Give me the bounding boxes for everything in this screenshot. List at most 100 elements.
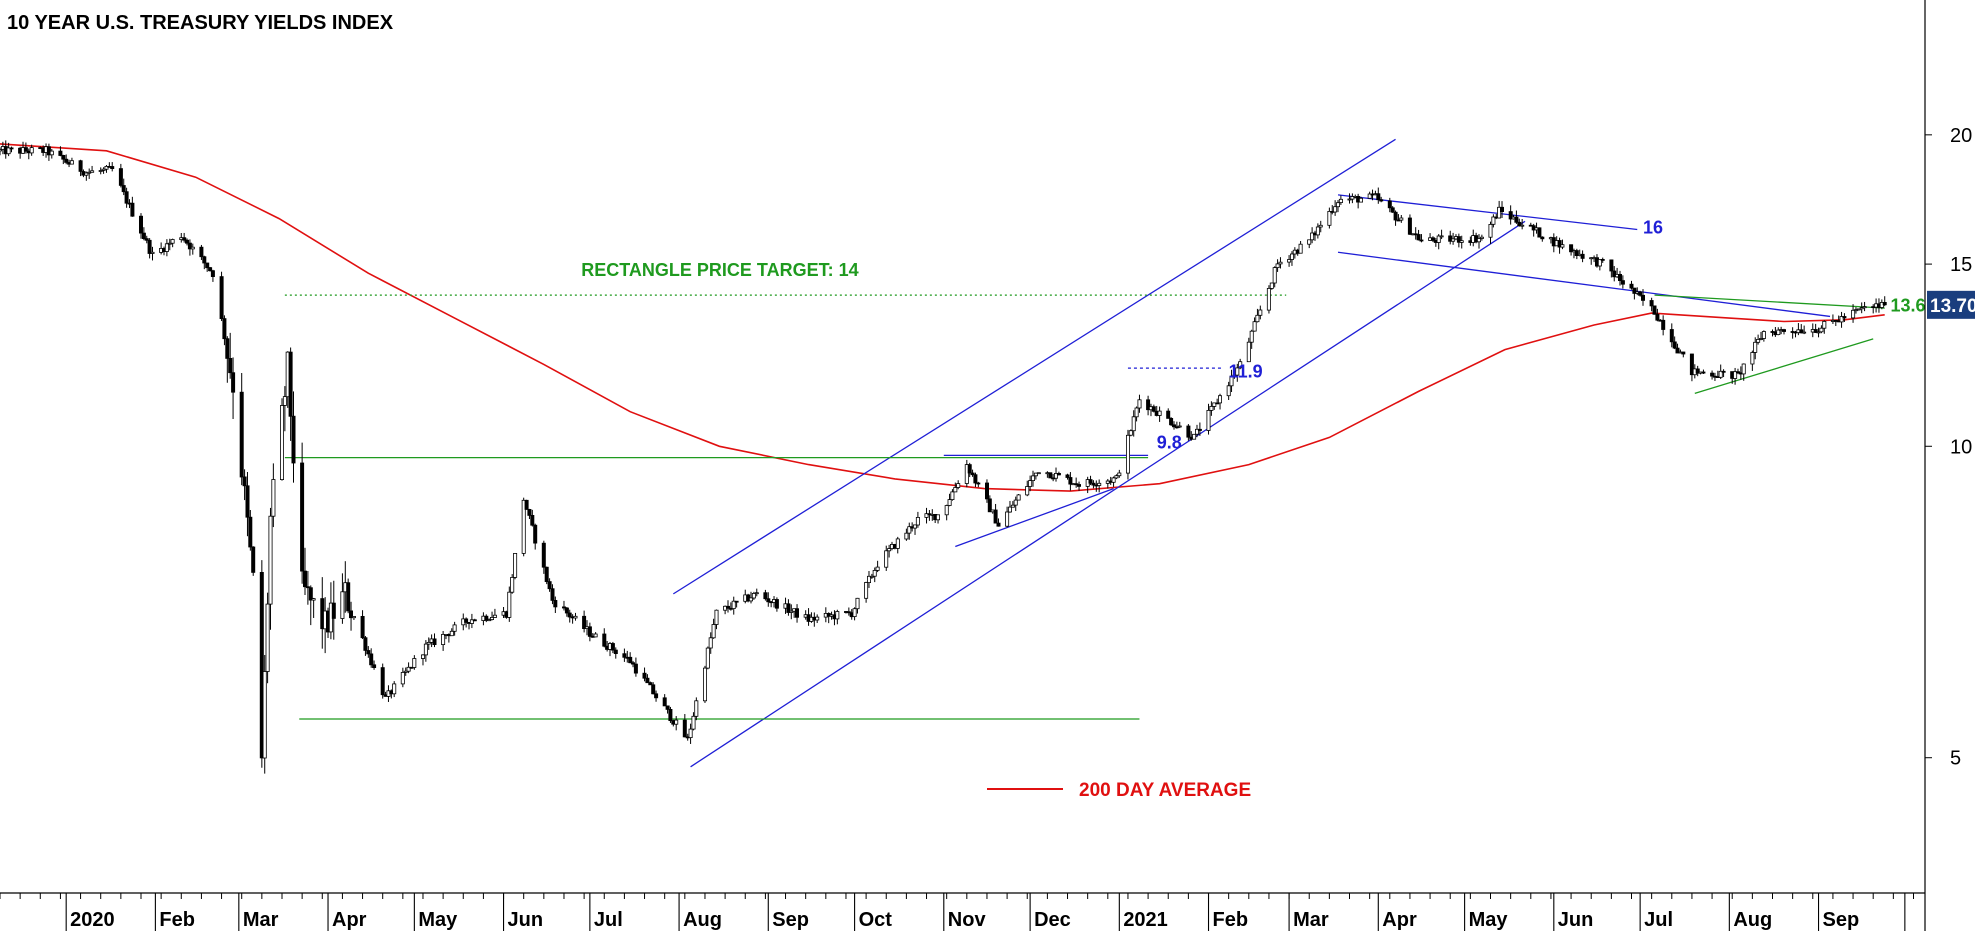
trendline-broadening-bottom [1337,251,1831,318]
candle [964,459,969,488]
candle [815,614,820,624]
candle [1350,193,1355,204]
candle [1574,248,1579,260]
candle-body-down [654,693,659,699]
candle-body-down [1172,424,1177,428]
candle-body-down [1842,316,1847,319]
candle-body-down [993,509,998,524]
candle-body-up [271,479,276,517]
candle [1816,327,1821,338]
candle [1393,210,1398,226]
candle-body-down [1197,428,1202,431]
candle [101,167,106,174]
candle-body-down [464,618,469,623]
candle [852,607,857,621]
candle [1681,351,1686,358]
candle-body-down [1629,283,1634,289]
candle [69,157,74,165]
candle-body-down [1721,370,1726,373]
candle-body-down [141,232,146,240]
candle [668,706,673,723]
candle-body-up [884,550,889,568]
candle [469,613,474,629]
candle-body-up [749,597,754,602]
candle-body-up [1307,239,1312,245]
candle-body-down [1710,372,1715,377]
x-tick-label: Nov [948,909,987,931]
candle [749,591,754,604]
candle [1266,285,1271,314]
candle [1451,232,1456,245]
candle-body-down [9,147,14,150]
candle [789,604,794,620]
candle [1031,470,1036,487]
candle [1028,475,1033,492]
candle-body-up [1327,210,1332,226]
candle [144,235,149,244]
candle-body-up [190,246,195,250]
candle [564,606,569,617]
candle-body-down [550,588,555,601]
candle-body-up [1016,494,1021,501]
candle [521,497,526,557]
candle-body-up [1741,363,1746,375]
trendline-upper-channel [672,138,1396,595]
candle-body-up [714,609,719,625]
candle-body-up [1436,235,1441,243]
candle [562,600,567,611]
candle-body-up [936,514,941,521]
candle [1675,343,1680,354]
candle [225,336,230,383]
candle-body-down [1537,227,1542,238]
candle [726,600,731,613]
candle [631,660,636,668]
candle-body-down [562,606,567,609]
candle [846,607,851,616]
candle-body-down [1638,291,1643,296]
x-tick-label: Jun [1558,909,1594,931]
candle-body-up [268,515,273,605]
candle [587,622,592,642]
candle-body-down [222,318,227,340]
candle [432,633,437,648]
candle [1721,369,1726,378]
candle [1212,402,1217,410]
candle-body-down [967,464,972,474]
candle-body-up [1759,338,1764,340]
y-tick-label: 20 [1950,125,1972,147]
x-tick-label: Feb [159,909,195,931]
candle-body-down [662,697,667,707]
x-tick-label: 2020 [70,909,115,931]
candle-body-down [524,499,529,510]
candle [674,716,679,731]
candle [1638,290,1643,297]
candle [423,640,428,662]
candle-body-up [420,654,425,659]
candle [308,585,313,626]
candle [648,681,653,686]
candle-body-down [1736,371,1741,374]
candle [1054,467,1059,482]
candle [1618,270,1623,286]
candle [305,570,310,605]
candle [1629,280,1634,290]
candle-body-up [1131,416,1136,432]
candle-body-up [573,615,578,619]
candle-body-up [867,575,872,583]
candle [340,573,345,624]
candle-body-down [530,515,535,526]
candle [1718,364,1723,379]
candle-body-down [291,415,296,464]
trendline-triangle-top [1654,294,1885,309]
candle-body-up [492,614,497,618]
candle [90,165,95,173]
candle [1387,197,1392,213]
candle [970,469,975,477]
candle [1272,266,1277,288]
candle-body-up [170,239,175,244]
candle [1088,475,1093,486]
candle-body-down [124,191,129,204]
candle-body-down [300,462,305,572]
x-tick-label: Dec [1034,909,1071,931]
candle [78,159,83,177]
